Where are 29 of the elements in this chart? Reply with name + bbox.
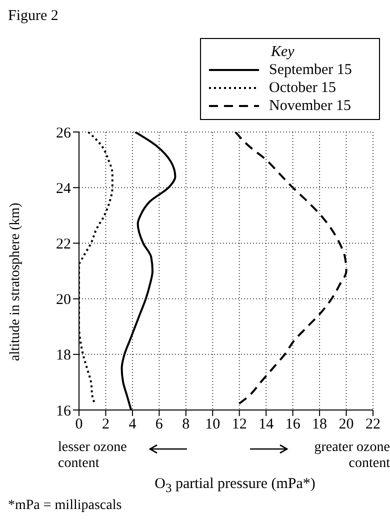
text: greater ozone content	[313, 440, 390, 472]
x-tick-label: 22	[366, 416, 380, 433]
text: *mPa = millipascals	[8, 498, 122, 514]
x-axis-title: O$_{3}$ partial pressure (mPa*)	[154, 476, 316, 496]
legend-title: Key	[270, 43, 296, 61]
x-tick-label: 6	[155, 416, 164, 433]
x-tick-label: 10	[205, 416, 220, 433]
x-tick-label: 18	[312, 416, 328, 433]
x-tick-label: 12	[232, 416, 247, 433]
x-tick-label: 0	[75, 416, 83, 433]
x-tick-label: 8	[182, 416, 190, 433]
y-tick-label: 24	[56, 180, 72, 197]
y-axis-title: altitude in stratosphere (km)	[8, 202, 23, 361]
y-tick-label: 26	[56, 125, 72, 142]
y-tick-label: 22	[56, 236, 71, 253]
x-tick-label: 4	[128, 416, 137, 433]
y-tick-label: 18	[56, 348, 71, 364]
x-tick-label: 14	[258, 416, 274, 433]
y-tick-label: 16	[56, 403, 72, 420]
legend-label: November 15	[269, 97, 352, 115]
line-series	[234, 132, 348, 406]
text: lesser ozone content	[58, 440, 128, 472]
x-tick-label: 2	[102, 416, 110, 433]
legend-label: September 15	[269, 61, 352, 79]
legend-label: October 15	[269, 79, 336, 97]
x-tick-label: 16	[285, 416, 301, 433]
chart-title: Figure 2	[8, 8, 58, 25]
x-tick-label: 20	[338, 416, 354, 433]
y-tick-label: 20	[56, 292, 71, 308]
